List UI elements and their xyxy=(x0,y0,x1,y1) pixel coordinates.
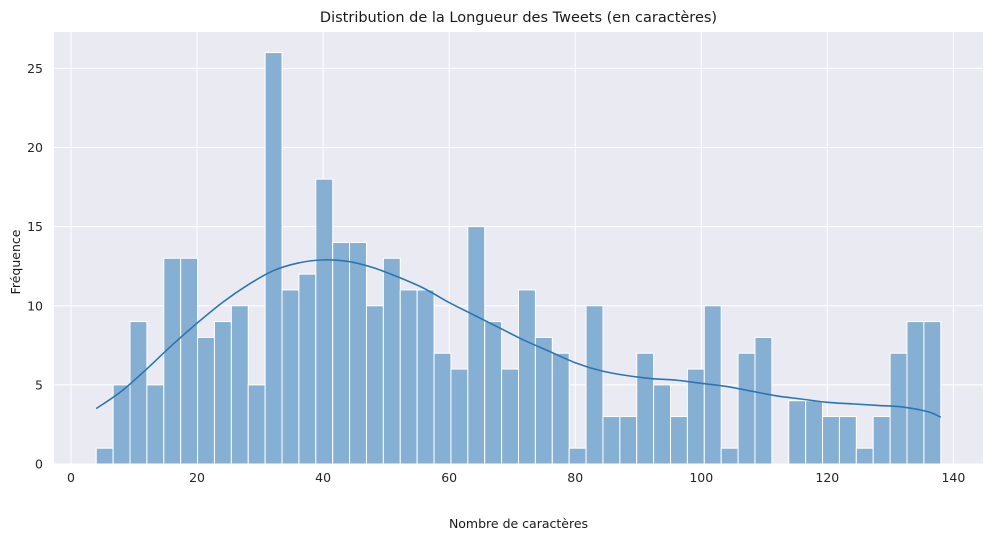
histogram-bar xyxy=(822,416,840,465)
x-tick-label: 80 xyxy=(567,470,583,485)
histogram-bar xyxy=(163,257,182,465)
histogram-bar xyxy=(872,416,891,465)
histogram-bar xyxy=(906,321,925,465)
x-tick-label: 40 xyxy=(315,470,331,485)
x-tick-labels: 0 20 40 60 80 100 120 140 xyxy=(67,470,965,485)
histogram-bar xyxy=(433,352,452,465)
histogram-bar xyxy=(484,321,503,465)
histogram-bar xyxy=(518,289,536,465)
histogram-bar xyxy=(264,52,283,465)
histogram-bar xyxy=(889,352,908,465)
x-axis-label: Nombre de caractères xyxy=(449,516,588,531)
histogram-bar xyxy=(670,416,688,465)
histogram-bar xyxy=(754,336,773,465)
histogram-bar xyxy=(399,289,418,465)
histogram-bar xyxy=(298,273,317,465)
histogram-bar xyxy=(332,241,351,465)
histogram-bar xyxy=(568,447,587,465)
y-tick-label: 0 xyxy=(35,457,43,472)
histogram-bar xyxy=(501,368,520,465)
y-tick-labels: 0 5 10 15 20 25 xyxy=(27,61,43,472)
histogram-bar xyxy=(653,384,672,465)
histogram-bar xyxy=(112,384,131,465)
histogram-bar xyxy=(585,305,604,465)
x-tick-label: 140 xyxy=(941,470,965,485)
histogram-bar xyxy=(95,447,114,465)
histogram-bar xyxy=(450,368,469,465)
histogram-bar xyxy=(737,352,756,465)
histogram-bar xyxy=(467,226,486,465)
histogram-bar xyxy=(602,416,621,465)
histogram-bar xyxy=(805,400,824,465)
histogram-bar xyxy=(197,336,215,465)
histogram-bar xyxy=(855,447,874,465)
histogram-bar xyxy=(382,257,401,465)
histogram-bar xyxy=(619,416,638,465)
histogram-bar xyxy=(281,289,300,465)
x-tick-label: 0 xyxy=(67,470,75,485)
y-axis-label: Fréquence xyxy=(8,229,23,294)
histogram-bar xyxy=(247,384,266,465)
histogram-bar xyxy=(213,321,232,465)
y-tick-label: 25 xyxy=(27,61,43,76)
histogram-bar xyxy=(838,416,857,465)
histogram-bar xyxy=(636,352,655,465)
histogram-bar xyxy=(534,336,553,465)
x-tick-label: 120 xyxy=(815,470,839,485)
histogram-bar xyxy=(551,352,570,465)
x-tick-label: 20 xyxy=(189,470,205,485)
histogram-bar xyxy=(180,257,199,465)
histogram-bar xyxy=(923,321,942,465)
histogram-bar xyxy=(416,289,435,465)
y-tick-label: 5 xyxy=(35,377,43,392)
y-tick-label: 10 xyxy=(27,298,43,313)
x-tick-label: 100 xyxy=(689,470,713,485)
histogram-bar xyxy=(146,384,165,465)
x-tick-label: 60 xyxy=(441,470,457,485)
histogram-bars xyxy=(95,52,942,465)
histogram-bar xyxy=(349,241,367,465)
histogram-bar xyxy=(365,305,384,465)
y-tick-label: 15 xyxy=(27,219,43,234)
histogram-bar xyxy=(129,321,148,465)
y-tick-label: 20 xyxy=(27,140,43,155)
histogram-bar xyxy=(230,305,249,465)
chart-title: Distribution de la Longueur des Tweets (… xyxy=(320,10,717,26)
histogram-bar xyxy=(788,400,807,465)
histogram-bar xyxy=(720,447,739,465)
kde-curve xyxy=(95,259,942,419)
histogram-bar xyxy=(315,178,334,465)
